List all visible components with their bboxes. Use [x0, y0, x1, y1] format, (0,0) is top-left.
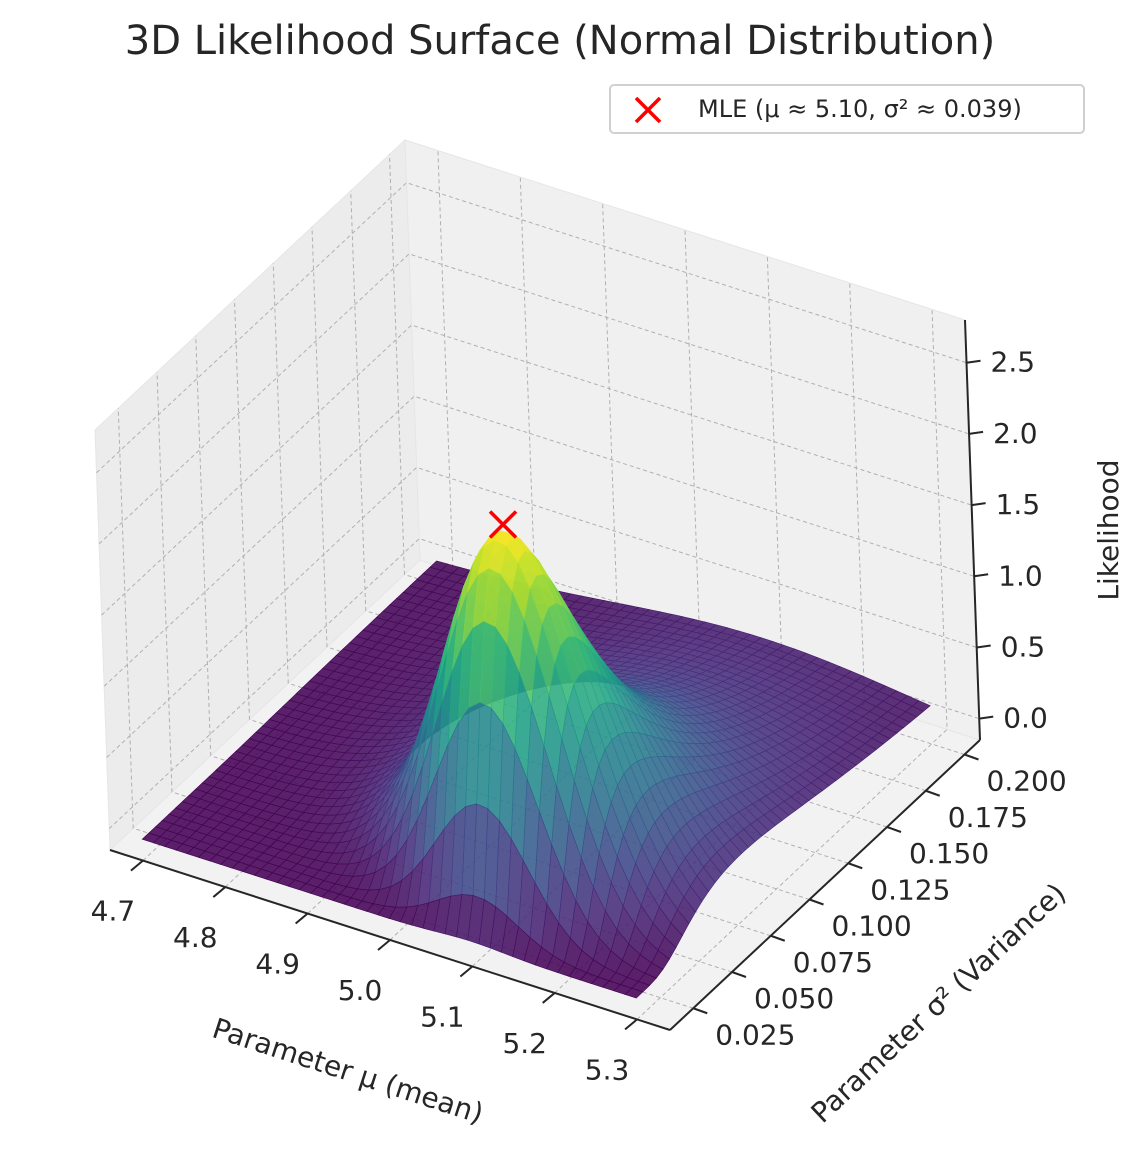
- y-tick: [692, 1007, 708, 1015]
- grid-line-z: [103, 395, 975, 687]
- surface-patch: [624, 987, 644, 999]
- y-tick-label: 0.175: [948, 801, 1028, 834]
- y-tick: [809, 898, 824, 906]
- z-tick-label: 2.0: [993, 417, 1038, 450]
- z-tick-label: 2.5: [991, 346, 1036, 379]
- x-tick-label: 4.7: [91, 895, 136, 928]
- legend: MLE (μ ≈ 5.10, σ² ≈ 0.039): [609, 84, 1085, 134]
- z-axis-line: [964, 319, 981, 741]
- x-tick-label: 5.1: [420, 1000, 465, 1033]
- legend-x-marker-icon: [634, 96, 662, 124]
- mle-x-marker-stroke: [488, 510, 518, 539]
- x-tick-label: 5.2: [502, 1027, 547, 1060]
- legend-box: [609, 84, 1085, 134]
- x-tick-label: 5.0: [338, 974, 383, 1007]
- y-tick: [770, 934, 786, 942]
- y-tick-label: 0.125: [870, 873, 950, 906]
- grid-line-z: [108, 538, 980, 830]
- x-tick-label: 4.9: [255, 948, 300, 981]
- x-tick-label: 5.3: [585, 1053, 630, 1086]
- z-tick: [974, 573, 989, 578]
- x-tick: [295, 912, 309, 925]
- y-tick: [925, 789, 941, 797]
- x-tick: [130, 859, 144, 872]
- legend-label: MLE (μ ≈ 5.10, σ² ≈ 0.039): [698, 95, 1022, 123]
- z-tick: [979, 715, 994, 720]
- grid-line-z: [96, 182, 967, 474]
- y-tick-label: 0.200: [987, 765, 1067, 798]
- z-tick: [976, 644, 991, 649]
- z-tick: [966, 359, 981, 364]
- grid-line-x: [636, 309, 948, 1020]
- x-tick-label: 4.8: [173, 921, 218, 954]
- y-tick: [731, 971, 747, 978]
- z-tick-label: 1.5: [996, 488, 1041, 521]
- mle-marker: [488, 510, 518, 539]
- grid-line-z: [98, 253, 970, 545]
- z-tick-label: 0.5: [1001, 630, 1046, 663]
- z-tick: [971, 502, 986, 507]
- y-tick-label: 0.150: [909, 837, 989, 870]
- y-tick: [847, 862, 863, 870]
- y-tick: [886, 826, 902, 833]
- grid-line-z: [101, 324, 972, 616]
- y-tick-label: 0.100: [832, 910, 912, 943]
- chart-title: 3D Likelihood Surface (Normal Distributi…: [125, 18, 995, 64]
- x-tick: [377, 939, 391, 951]
- surface: [141, 530, 931, 999]
- axes: 4.7 4.8 4.9 5.0 5.1 5.2 5.3 0.0250.0500.0750.10…: [91, 319, 1067, 1086]
- x-tick: [624, 1018, 638, 1031]
- z-tick: [968, 430, 984, 435]
- z-tick-label: 0.0: [1003, 702, 1048, 735]
- x-tick: [212, 886, 226, 898]
- y-tick-label: 0.050: [754, 982, 834, 1015]
- x-tick: [459, 965, 473, 978]
- y-tick-label: 0.025: [715, 1018, 795, 1051]
- grid-line-z: [106, 466, 977, 758]
- z-axis-label: Likelihood: [1092, 459, 1125, 600]
- x-tick: [542, 992, 556, 1004]
- y-tick-label: 0.075: [793, 946, 873, 979]
- z-tick-label: 1.0: [998, 559, 1043, 592]
- y-tick: [964, 753, 979, 761]
- y-axis-line: [669, 739, 981, 1031]
